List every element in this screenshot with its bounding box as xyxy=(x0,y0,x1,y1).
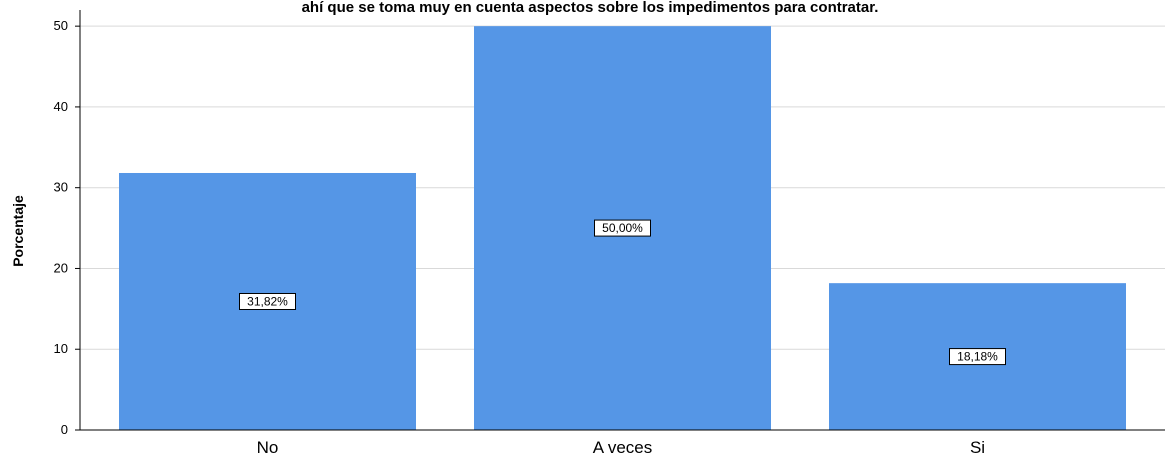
y-tick-label: 30 xyxy=(54,180,68,195)
data-label: 18,18% xyxy=(949,348,1006,366)
chart-title: ahí que se toma muy en cuenta aspectos s… xyxy=(302,0,879,16)
x-tick-label: No xyxy=(257,438,279,456)
svg-text:31,82%: 31,82% xyxy=(247,294,288,308)
y-tick-label: 20 xyxy=(54,260,68,275)
axes: 0 10 20 30 40 50 No A veces Si xyxy=(54,10,1165,456)
data-label: 50,00% xyxy=(594,219,651,237)
y-tick-label: 0 xyxy=(61,422,68,437)
y-tick-label: 10 xyxy=(54,341,68,356)
y-tick-label: 40 xyxy=(54,99,68,114)
y-tick-label: 50 xyxy=(54,18,68,33)
svg-text:50,00%: 50,00% xyxy=(602,221,643,235)
data-labels: 31,82% 50,00% 18,18% xyxy=(239,219,1006,366)
data-label: 31,82% xyxy=(239,292,296,310)
svg-text:18,18%: 18,18% xyxy=(957,350,998,364)
x-tick-label: Si xyxy=(970,438,985,456)
y-axis-label: Porcentaje xyxy=(10,195,26,267)
x-tick-label: A veces xyxy=(593,438,653,456)
